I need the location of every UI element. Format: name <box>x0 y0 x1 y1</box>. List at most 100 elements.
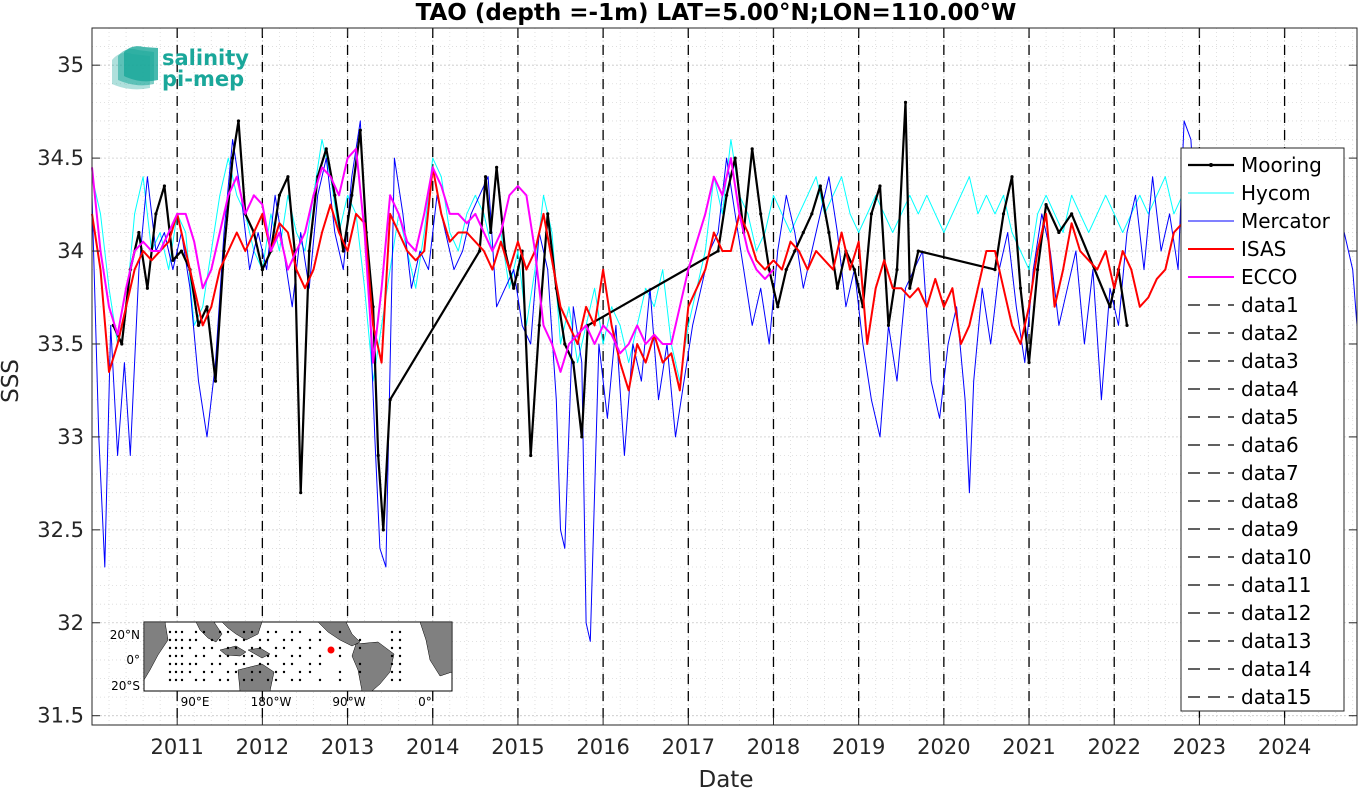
inset-dot <box>274 654 278 658</box>
inset-dot <box>266 662 270 666</box>
inset-dot <box>250 646 254 650</box>
lat-label-20s: 20°S <box>111 679 140 693</box>
inset-dot <box>398 630 402 634</box>
inset-dot <box>298 670 302 674</box>
logo-text-pi-mep: pi-mep <box>162 67 244 91</box>
inset-dot <box>202 670 206 674</box>
inset-dot <box>318 638 322 642</box>
legend-label: data10 <box>1241 545 1312 569</box>
mooring-point <box>1010 175 1014 179</box>
mooring-point <box>546 212 550 216</box>
inset-dot <box>210 662 214 666</box>
inset-dot <box>202 654 206 658</box>
legend-item-mercator: Mercator <box>1188 209 1331 233</box>
inset-dot <box>218 638 222 642</box>
inset-dot <box>290 638 294 642</box>
y-axis-ticks: 31.5 32 32.5 33 33.5 34 34.5 35 <box>37 53 1357 728</box>
series-mooring <box>112 101 1129 531</box>
inset-dot <box>188 670 192 674</box>
legend-label: ECCO <box>1241 265 1297 289</box>
legend-label: data12 <box>1241 601 1312 625</box>
legend-label: data7 <box>1241 461 1299 485</box>
inset-dot <box>188 662 192 666</box>
mooring-point <box>324 147 328 151</box>
mooring-point <box>388 398 392 402</box>
mooring-point <box>512 286 516 290</box>
inset-dot <box>180 678 184 682</box>
mooring-point <box>1035 268 1040 272</box>
inset-dot <box>174 662 178 666</box>
mooring-point <box>827 230 831 235</box>
legend-label: data3 <box>1241 349 1299 373</box>
mooring-point <box>196 323 201 327</box>
inset-dot <box>318 630 322 634</box>
legend-item-ecco: ECCO <box>1188 265 1297 289</box>
new-guinea-land <box>247 647 271 659</box>
inset-dot <box>180 646 184 650</box>
mooring-point <box>213 379 218 383</box>
inset-dot <box>218 678 222 682</box>
series-ecco <box>91 147 775 373</box>
inset-dot <box>390 646 394 650</box>
mooring-point <box>835 286 839 290</box>
inset-dot <box>242 630 246 634</box>
inset-dot <box>298 646 302 650</box>
inset-dot <box>168 630 172 634</box>
mooring-point <box>1027 360 1031 365</box>
mooring-point <box>483 175 488 179</box>
mooring-point <box>222 249 226 253</box>
inset-dot <box>250 670 254 674</box>
legend-item-data10: data10 <box>1188 545 1312 569</box>
inset-dot <box>174 670 178 674</box>
x-tick-label: 2014 <box>406 735 459 759</box>
mooring-point <box>993 268 997 272</box>
legend-label: data4 <box>1241 377 1299 401</box>
legend-box <box>1180 147 1345 712</box>
mooring-point <box>793 249 797 253</box>
inset-dot <box>242 638 246 642</box>
inset-dot <box>390 654 394 658</box>
legend-label: data2 <box>1241 321 1299 345</box>
x-tick-label: 2016 <box>576 735 629 759</box>
inset-dot <box>282 646 286 650</box>
mooring-point <box>916 249 920 253</box>
inset-map: 20°N 0° 20°S 90°E 180°W 90°W 0° <box>110 621 453 709</box>
legend-label: Mercator <box>1241 209 1331 233</box>
inset-dot <box>174 678 178 682</box>
inset-dot <box>274 670 278 674</box>
inset-dot <box>390 670 394 674</box>
inset-dot <box>274 630 278 634</box>
x-tick-label: 2024 <box>1258 735 1311 759</box>
mooring-point <box>495 165 499 169</box>
inset-dot <box>398 662 402 666</box>
inset-dot <box>338 630 342 634</box>
inset-dot <box>234 638 238 642</box>
mooring-point <box>563 342 567 346</box>
legend-label: data13 <box>1241 629 1312 653</box>
inset-dot <box>282 638 286 642</box>
inset-dot <box>398 678 402 682</box>
mooring-point <box>852 268 857 272</box>
mooring-point <box>784 268 788 272</box>
x-tick-label: 2019 <box>832 735 885 759</box>
mooring-point <box>230 156 235 160</box>
lon-label-90e: 90°E <box>181 695 210 709</box>
mooring-point <box>477 249 482 253</box>
x-tick-label: 2015 <box>491 735 544 759</box>
legend-item-data5: data5 <box>1188 405 1299 429</box>
legend-item-data12: data12 <box>1188 601 1312 625</box>
logo-text-salinity: salinity <box>162 46 249 70</box>
inset-dot <box>226 678 230 682</box>
x-axis-ticks: 2011 2012 2013 2014 2015 2016 2017 2018 2019 2020… <box>150 28 1311 759</box>
y-tick-label: 34 <box>57 239 84 263</box>
mooring-point <box>1108 305 1112 309</box>
mooring-point <box>260 268 264 272</box>
legend-item-mooring: Mooring <box>1188 153 1322 177</box>
inset-dot <box>258 670 262 674</box>
x-tick-label: 2023 <box>1173 735 1226 759</box>
x-tick-label: 2021 <box>1002 735 1055 759</box>
legend-item-data14: data14 <box>1188 657 1312 681</box>
inset-dot <box>234 662 238 666</box>
asia-land <box>221 621 263 641</box>
mooring-point <box>580 435 584 439</box>
